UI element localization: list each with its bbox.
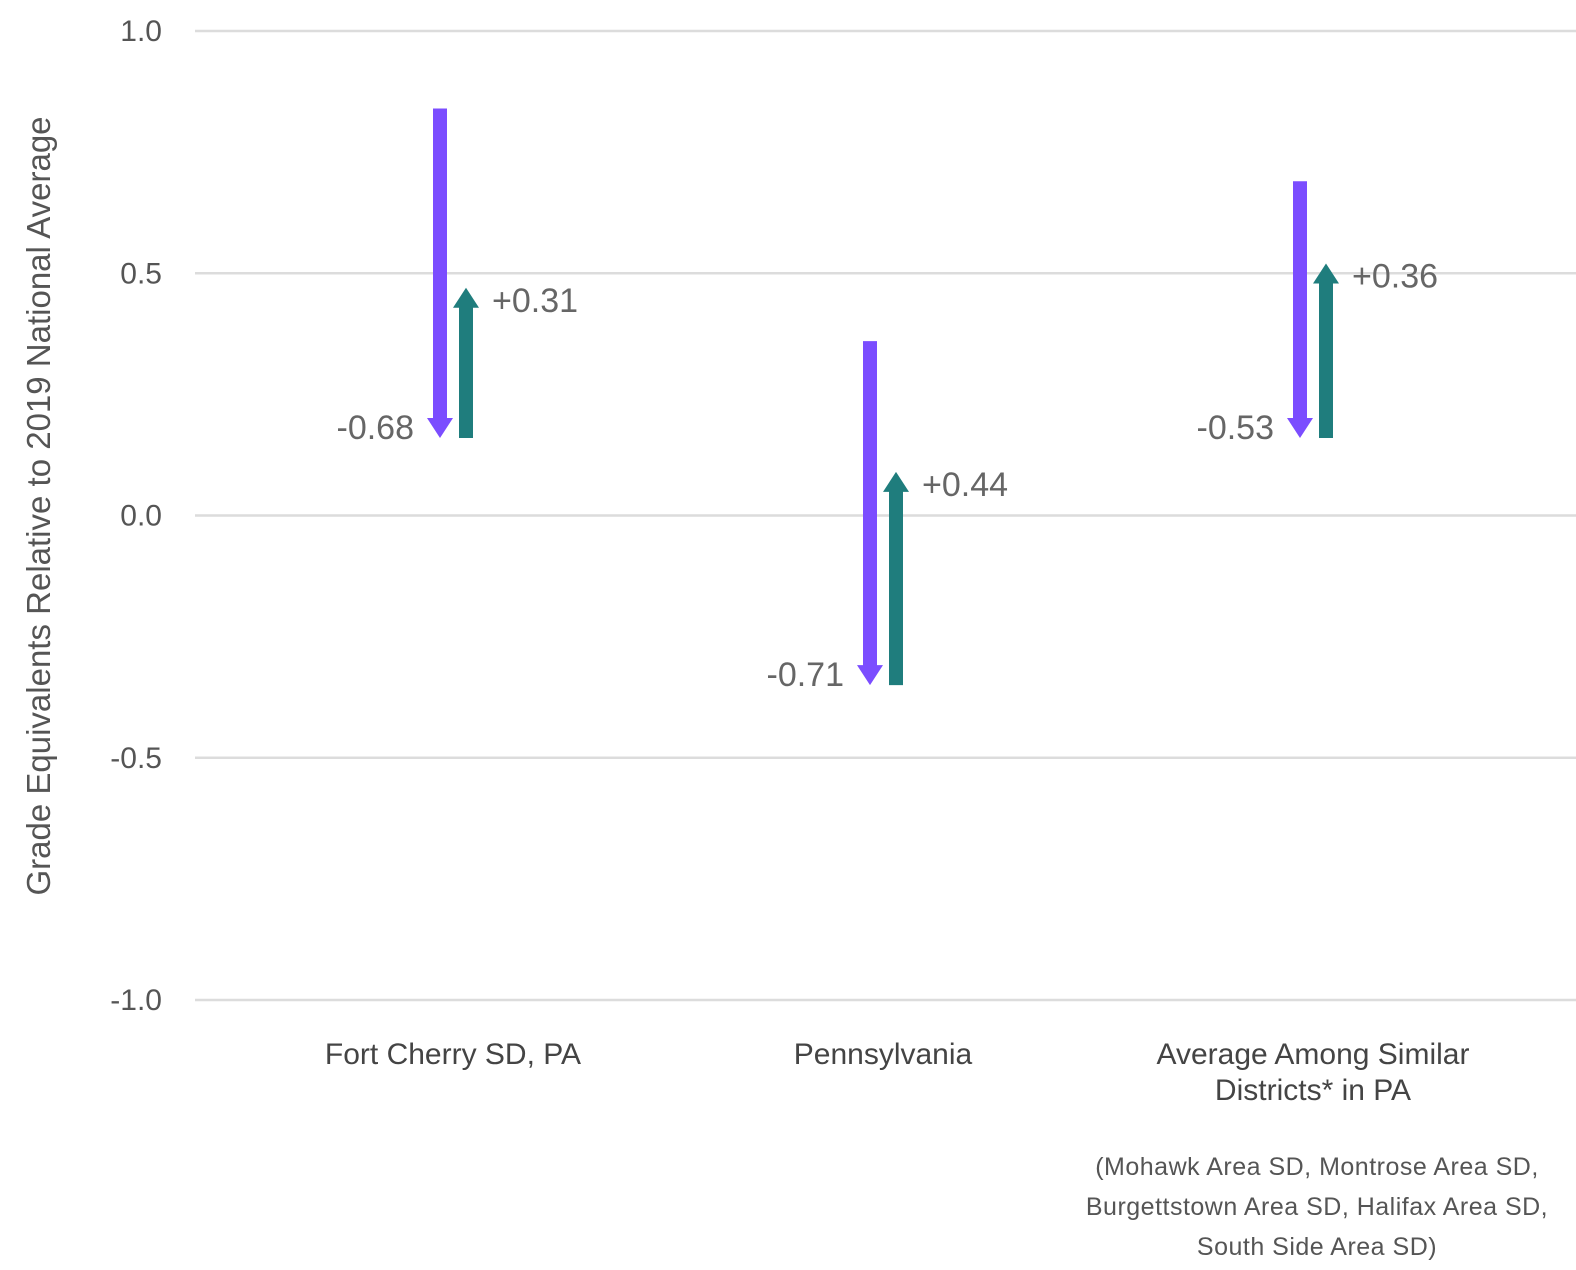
category-label: Pennsylvania: [794, 1038, 973, 1071]
recovery-value-label: +0.36: [1352, 258, 1438, 296]
footnote-line: South Side Area SD): [1197, 1233, 1437, 1261]
recovery-value-label: +0.31: [492, 282, 578, 320]
decline-value-label: -0.53: [1197, 409, 1275, 447]
y-tick-label: 1.0: [120, 15, 162, 48]
recovery-arrow: [453, 287, 479, 438]
decline-value-label: -0.71: [767, 656, 845, 694]
grid-layer: [195, 29, 1576, 1002]
y-tick-label: 0.0: [120, 500, 162, 533]
footnote-line: (Mohawk Area SD, Montrose Area SD,: [1095, 1153, 1539, 1181]
footnote-line: Burgettstown Area SD, Halifax Area SD,: [1086, 1193, 1548, 1221]
category-label: Fort Cherry SD, PA: [325, 1038, 581, 1071]
recovery-value-label: +0.44: [922, 466, 1008, 504]
category-labels: Fort Cherry SD, PA Pennsylvania Average Am…: [325, 1038, 1470, 1107]
recovery-arrow: [1313, 263, 1339, 438]
recovery-arrow: [883, 471, 909, 686]
data-labels-layer: -0.68 -0.71 -0.53 +0.31 +0.44 +0.36: [337, 258, 1439, 695]
decline-arrow: [1287, 181, 1313, 438]
footnote: (Mohawk Area SD, Montrose Area SD, Burget…: [1086, 1153, 1548, 1261]
y-tick-label: -1.0: [110, 984, 162, 1017]
category-label: Average Among Similar: [1157, 1038, 1470, 1071]
y-tick-label: 0.5: [120, 257, 162, 290]
y-tick-labels: 1.0 0.5 0.0 -0.5 -1.0: [110, 15, 162, 1017]
y-axis-label: Grade Equivalents Relative to 2019 Natio…: [20, 116, 57, 895]
decline-arrow: [857, 341, 883, 686]
category-label: Districts* in PA: [1215, 1074, 1411, 1107]
decline-value-label: -0.68: [337, 409, 415, 447]
arrows-layer: [427, 108, 1339, 686]
y-tick-label: -0.5: [110, 742, 162, 775]
decline-arrow: [427, 108, 453, 438]
